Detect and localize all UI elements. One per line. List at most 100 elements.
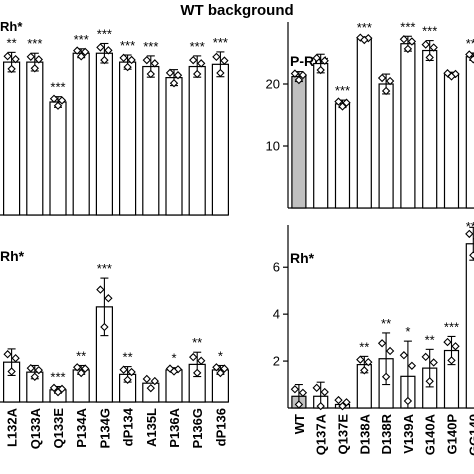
replicate-point [123, 62, 132, 72]
replicate-point [53, 387, 63, 397]
replicate-point [193, 69, 202, 79]
replicate-point [334, 97, 343, 106]
replicate-point [425, 377, 434, 386]
replicate-point [73, 46, 82, 55]
replicate-point [465, 229, 474, 239]
replicate-point [381, 372, 391, 381]
x-tick-label: G140A [423, 413, 438, 455]
replicate-point [77, 368, 86, 378]
significance-label: ** [76, 348, 86, 363]
replicate-point [212, 52, 221, 62]
bar-P134G [95, 52, 114, 216]
bar-A135L [142, 382, 160, 403]
replicate-point [150, 376, 159, 386]
replicate-point [381, 86, 391, 96]
replicate-point [429, 43, 438, 52]
replicate-point [469, 251, 474, 260]
replicate-point [49, 94, 59, 103]
replicate-point [316, 65, 325, 75]
significance-label: *** [97, 261, 112, 276]
x-tick-label: D138R [379, 413, 394, 454]
bar-P136A [165, 77, 183, 216]
replicate-point [30, 64, 39, 73]
replicate-point [81, 47, 90, 57]
replicate-point [421, 40, 430, 49]
y-tick-label: 10 [266, 139, 280, 154]
significance-label: *** [357, 20, 372, 35]
significance-label: *** [422, 24, 437, 39]
replicate-point [127, 367, 136, 377]
replicate-point [7, 367, 16, 376]
bar-Q133A [26, 61, 44, 216]
replicate-point [338, 102, 347, 111]
significance-label: *** [400, 19, 415, 34]
replicate-point [356, 33, 365, 42]
significance-label: *** [27, 36, 42, 51]
significance-label: ** [7, 35, 17, 50]
replicate-point [3, 350, 12, 359]
replicate-point [142, 374, 151, 384]
replicate-point [81, 364, 90, 373]
chart-panel-4: Rh* 2 4 6 WT Q137A Q137E ** D138A ** D138R * V139A **… [273, 219, 474, 456]
replicate-point [104, 294, 113, 303]
replicate-point [26, 52, 35, 61]
significance-label: ** [123, 350, 133, 365]
x-tick-label: WT [292, 414, 307, 434]
y-tick-label: 6 [273, 260, 280, 275]
replicate-point [123, 375, 132, 384]
replicate-point [290, 69, 300, 78]
replicate-point [320, 387, 329, 397]
replicate-point [342, 398, 351, 407]
replicate-point [26, 363, 35, 373]
significance-label: *** [190, 39, 205, 54]
replicate-point [119, 53, 128, 63]
replicate-point [465, 50, 474, 59]
significance-label: *** [120, 38, 135, 53]
y-tick-label: 20 [266, 77, 280, 92]
figure-title: WT background [180, 2, 293, 19]
replicate-point [312, 383, 321, 393]
panel-title: Rh* [290, 250, 315, 266]
chart-panel-3: Rh*L132A Q133A***Q133E**P134A***P134G**dP… [0, 248, 229, 449]
replicate-point [7, 64, 16, 74]
replicate-point [96, 43, 105, 52]
replicate-point [429, 358, 438, 367]
x-tick-label: P134G [97, 408, 112, 448]
replicate-point [377, 339, 387, 348]
replicate-point [30, 372, 39, 381]
bar-P136G [188, 65, 206, 216]
x-tick-label: Q137E [336, 414, 351, 455]
panel-title: Rh* [0, 248, 25, 264]
bar-V139A [400, 43, 416, 209]
replicate-point [49, 383, 59, 393]
replicate-point [443, 337, 452, 347]
replicate-point [356, 355, 365, 364]
bar-dP136 [211, 63, 229, 216]
replicate-point [399, 35, 409, 44]
x-tick-label: dP136 [213, 408, 228, 446]
replicate-point [212, 363, 221, 372]
replicate-point [451, 69, 460, 79]
y-tick-label: 4 [273, 307, 280, 322]
replicate-point [447, 72, 456, 81]
x-tick-label: A135L [144, 408, 159, 447]
replicate-point [364, 357, 373, 367]
bar-G140P [443, 74, 460, 209]
significance-label: *** [74, 32, 89, 47]
replicate-point [11, 354, 20, 363]
replicate-point [34, 365, 43, 375]
replicate-point [216, 68, 225, 78]
replicate-point [290, 385, 300, 394]
replicate-point [316, 401, 325, 411]
significance-label: ** [192, 335, 202, 350]
replicate-point [197, 356, 206, 365]
replicate-point [421, 352, 430, 362]
replicate-point [216, 368, 225, 378]
x-tick-label: GG140 [466, 414, 474, 456]
significance-label: *** [444, 319, 459, 334]
significance-label: *** [50, 370, 65, 385]
bar-G140A [422, 49, 438, 209]
replicate-point [146, 69, 155, 79]
